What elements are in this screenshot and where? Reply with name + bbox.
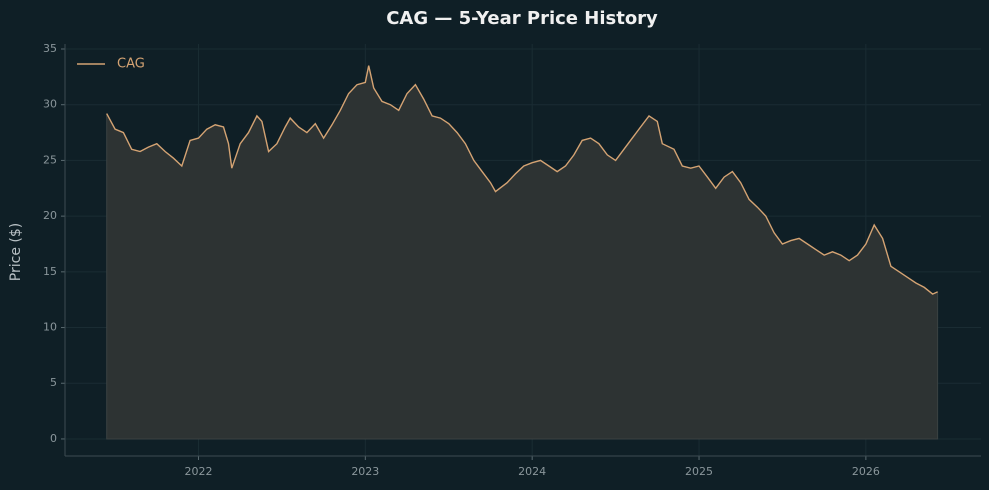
y-tick-label: 35 — [43, 42, 57, 55]
x-tick-label: 2022 — [184, 465, 212, 478]
y-tick-label: 30 — [43, 98, 57, 111]
y-tick-label: 15 — [43, 265, 57, 278]
legend-label: CAG — [117, 57, 145, 72]
chart-title: CAG — 5-Year Price History — [386, 8, 658, 29]
x-tick-label: 2026 — [852, 465, 880, 478]
x-tick-label: 2023 — [351, 465, 379, 478]
y-tick-label: 20 — [43, 209, 57, 222]
x-tick-label: 2024 — [518, 465, 546, 478]
y-tick-label: 25 — [43, 153, 57, 166]
y-axis-label: Price ($) — [8, 223, 24, 281]
y-tick-label: 10 — [43, 321, 57, 334]
x-tick-label: 2025 — [685, 465, 713, 478]
line — [106, 65, 938, 295]
y-tick-label: 5 — [50, 376, 57, 389]
y-tick-label: 0 — [50, 432, 57, 445]
